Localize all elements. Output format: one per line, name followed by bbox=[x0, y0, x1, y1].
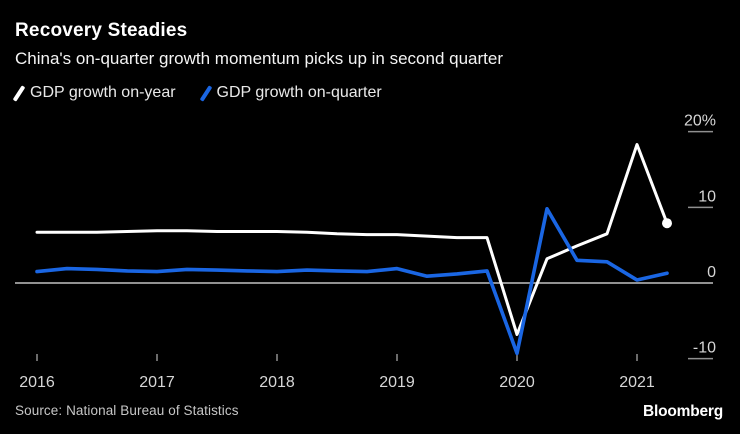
bloomberg-logo: Bloomberg bbox=[642, 403, 723, 420]
chart-title: Recovery Steadies bbox=[15, 20, 188, 41]
x-axis-label: 2020 bbox=[499, 374, 535, 391]
chart-subtitle: China's on-quarter growth momentum picks… bbox=[15, 49, 503, 68]
x-axis-label: 2019 bbox=[379, 374, 415, 391]
chart-legend: GDP growth on-year GDP growth on-quarter bbox=[12, 84, 382, 102]
series-line-on-quarter bbox=[35, 207, 669, 356]
x-axis-label: 2016 bbox=[19, 374, 55, 391]
series-end-point-marker bbox=[662, 218, 672, 229]
x-axis-label: 2017 bbox=[139, 374, 175, 391]
y-axis-label: 10 bbox=[698, 188, 716, 205]
y-axis-label: -10 bbox=[693, 340, 716, 357]
y-axis-label: 20% bbox=[684, 113, 716, 130]
chart-svg: 20% 10 0 -10 2016 2017 2018 2019 2020 2021 bbox=[15, 113, 716, 391]
source-text: Source: National Bureau of Statistics bbox=[15, 403, 239, 418]
legend-item-on-quarter: GDP growth on-quarter bbox=[199, 84, 382, 102]
x-axis-label: 2018 bbox=[259, 374, 295, 391]
white-slash-icon bbox=[12, 84, 26, 102]
series-line-on-year bbox=[35, 143, 669, 336]
y-axis-label: 0 bbox=[707, 264, 716, 281]
legend-item-on-year: GDP growth on-year bbox=[12, 84, 176, 102]
legend-label-on-quarter: GDP growth on-quarter bbox=[216, 84, 382, 101]
blue-slash-icon bbox=[199, 84, 212, 102]
legend-label-on-year: GDP growth on-year bbox=[30, 84, 176, 101]
x-axis-label: 2021 bbox=[619, 374, 655, 391]
